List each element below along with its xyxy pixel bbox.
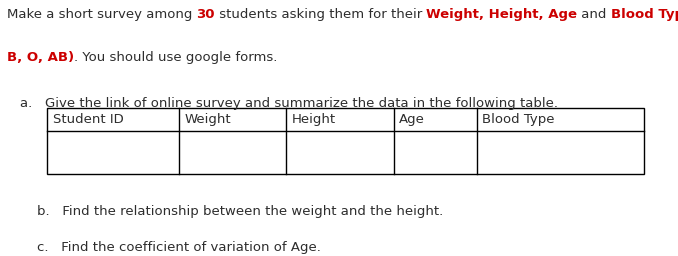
Text: Weight, Height, Age: Weight, Height, Age xyxy=(426,8,578,21)
Text: a.   Give the link of online survey and summarize the data in the following tabl: a. Give the link of online survey and su… xyxy=(20,97,559,110)
Text: Weight: Weight xyxy=(184,113,231,126)
Text: b.   Find the relationship between the weight and the height.: b. Find the relationship between the wei… xyxy=(37,205,443,218)
Text: Student ID: Student ID xyxy=(53,113,123,126)
Text: B, O, AB): B, O, AB) xyxy=(7,51,74,64)
Text: Blood Type: Blood Type xyxy=(483,113,555,126)
Text: and: and xyxy=(578,8,611,21)
Text: students asking them for their: students asking them for their xyxy=(215,8,426,21)
Text: Blood Type (A,: Blood Type (A, xyxy=(611,8,678,21)
Text: Height: Height xyxy=(292,113,336,126)
Text: Age: Age xyxy=(399,113,425,126)
Text: c.   Find the coefficient of variation of Age.: c. Find the coefficient of variation of … xyxy=(37,241,321,254)
Text: . You should use google forms.: . You should use google forms. xyxy=(74,51,277,64)
Text: 30: 30 xyxy=(197,8,215,21)
Text: Make a short survey among: Make a short survey among xyxy=(7,8,197,21)
